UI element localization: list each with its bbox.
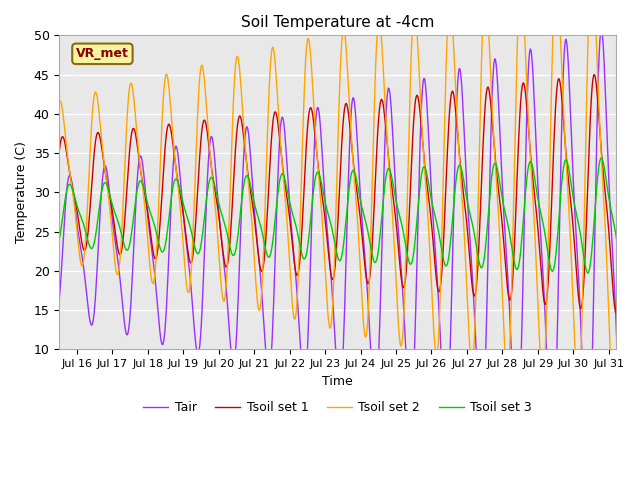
Tsoil set 3 [433, 222, 441, 228]
Tsoil set 3 [620, 272, 627, 277]
Tsoil set 2 [433, 350, 441, 356]
Line: Tair: Tair [60, 29, 627, 471]
Tair [623, 413, 630, 419]
Tair [254, 249, 262, 254]
Tair [276, 136, 284, 142]
Tsoil set 2 [276, 128, 284, 133]
Y-axis label: Temperature (C): Temperature (C) [15, 142, 28, 243]
Tsoil set 3 [598, 155, 605, 161]
Tsoil set 1 [254, 251, 262, 256]
Tsoil set 1 [122, 202, 130, 207]
Tsoil set 1 [56, 148, 63, 154]
Tsoil set 3 [56, 236, 63, 242]
Tsoil set 1 [227, 238, 234, 243]
Tsoil set 1 [401, 277, 409, 283]
Tsoil set 3 [623, 257, 630, 263]
Tsoil set 3 [227, 245, 234, 251]
Tsoil set 3 [254, 215, 262, 220]
Tsoil set 2 [254, 304, 262, 310]
Tair [56, 296, 63, 302]
Line: Tsoil set 3: Tsoil set 3 [60, 158, 627, 275]
Tsoil set 3 [276, 178, 284, 184]
Tsoil set 1 [276, 136, 284, 142]
Tsoil set 2 [401, 268, 409, 274]
Tair [433, 275, 441, 281]
Tsoil set 2 [227, 190, 234, 195]
Tair [598, 26, 605, 32]
Tsoil set 3 [401, 240, 409, 246]
Tsoil set 1 [590, 72, 598, 78]
Tsoil set 2 [122, 140, 130, 145]
Tair [401, 338, 409, 344]
Tsoil set 1 [623, 98, 630, 104]
Tair [227, 337, 234, 343]
Tsoil set 2 [56, 99, 63, 105]
Tsoil set 1 [433, 282, 441, 288]
X-axis label: Time: Time [322, 374, 353, 387]
Tsoil set 1 [612, 310, 620, 316]
Tsoil set 2 [610, 397, 618, 403]
Line: Tsoil set 2: Tsoil set 2 [60, 0, 627, 400]
Title: Soil Temperature at -4cm: Soil Temperature at -4cm [241, 15, 434, 30]
Tair [620, 468, 627, 474]
Line: Tsoil set 1: Tsoil set 1 [60, 75, 627, 313]
Legend: Tair, Tsoil set 1, Tsoil set 2, Tsoil set 3: Tair, Tsoil set 1, Tsoil set 2, Tsoil se… [138, 396, 537, 420]
Tair [122, 329, 130, 335]
Tsoil set 3 [122, 246, 130, 252]
Text: VR_met: VR_met [76, 48, 129, 60]
